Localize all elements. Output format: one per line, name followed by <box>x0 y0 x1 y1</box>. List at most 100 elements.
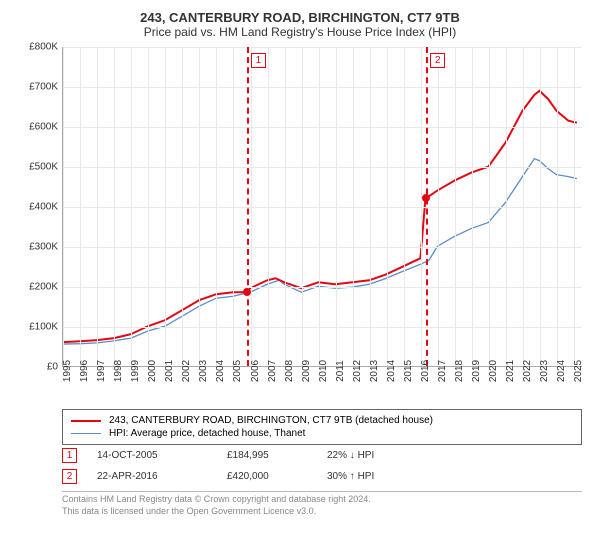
v-gridline <box>353 47 354 366</box>
x-tick-label: 2024 <box>556 360 567 382</box>
v-gridline <box>438 47 439 366</box>
v-gridline <box>319 47 320 366</box>
sale-price: £420,000 <box>227 471 327 482</box>
sale-row: 1 14-OCT-2005£184,99522% ↓ HPI <box>62 445 582 466</box>
copyright-line-1: Contains HM Land Registry data © Crown c… <box>62 494 582 506</box>
v-gridline <box>285 47 286 366</box>
x-tick-label: 2009 <box>301 360 312 382</box>
v-gridline <box>199 47 200 366</box>
series-line-property <box>63 91 577 342</box>
x-tick-label: 2015 <box>403 360 414 382</box>
v-gridline <box>557 47 558 366</box>
v-gridline <box>540 47 541 366</box>
x-tick-label: 2003 <box>198 360 209 382</box>
y-tick-label: £100K <box>29 322 58 333</box>
x-tick-label: 1997 <box>96 360 107 382</box>
h-gridline <box>63 327 582 328</box>
sale-diff: 22% ↓ HPI <box>327 450 447 461</box>
y-tick-label: £700K <box>29 82 58 93</box>
legend-swatch <box>71 433 101 434</box>
y-tick-label: £600K <box>29 122 58 133</box>
x-tick-label: 2012 <box>352 360 363 382</box>
x-tick-label: 2020 <box>488 360 499 382</box>
sale-diff: 30% ↑ HPI <box>327 471 447 482</box>
x-tick-label: 2014 <box>386 360 397 382</box>
sale-point-marker <box>422 194 430 202</box>
chart-title: 243, CANTERBURY ROAD, BIRCHINGTON, CT7 9… <box>12 10 588 25</box>
v-gridline <box>370 47 371 366</box>
y-tick-label: £400K <box>29 202 58 213</box>
v-gridline <box>148 47 149 366</box>
reference-line <box>426 47 428 366</box>
v-gridline <box>472 47 473 366</box>
v-gridline <box>131 47 132 366</box>
sale-marker-box: 1 <box>62 448 77 463</box>
x-tick-label: 2005 <box>232 360 243 382</box>
v-gridline <box>114 47 115 366</box>
h-gridline <box>63 87 582 88</box>
x-tick-label: 2002 <box>181 360 192 382</box>
chart-subtitle: Price paid vs. HM Land Registry's House … <box>12 25 588 39</box>
x-tick-label: 2000 <box>147 360 158 382</box>
v-gridline <box>302 47 303 366</box>
v-gridline <box>165 47 166 366</box>
reference-line <box>247 47 249 366</box>
y-axis: £0£100K£200K£300K£400K£500K£600K£700K£80… <box>20 47 62 367</box>
sale-date: 14-OCT-2005 <box>97 450 227 461</box>
series-line-hpi <box>63 159 577 344</box>
x-tick-label: 2001 <box>164 360 175 382</box>
x-tick-label: 2019 <box>471 360 482 382</box>
v-gridline <box>489 47 490 366</box>
y-tick-label: £800K <box>29 42 58 53</box>
reference-marker: 1 <box>251 53 266 68</box>
legend-box: 243, CANTERBURY ROAD, BIRCHINGTON, CT7 9… <box>62 409 582 445</box>
y-tick-label: £300K <box>29 242 58 253</box>
legend-row: 243, CANTERBURY ROAD, BIRCHINGTON, CT7 9… <box>71 414 573 427</box>
x-tick-label: 2023 <box>539 360 550 382</box>
v-gridline <box>63 47 64 366</box>
v-gridline <box>97 47 98 366</box>
x-tick-label: 2013 <box>369 360 380 382</box>
v-gridline <box>336 47 337 366</box>
v-gridline <box>251 47 252 366</box>
y-tick-label: £200K <box>29 282 58 293</box>
v-gridline <box>216 47 217 366</box>
chart-inner: 12 <box>62 47 582 367</box>
y-tick-label: £500K <box>29 162 58 173</box>
h-gridline <box>63 47 582 48</box>
x-axis: 1995199619971998199920002001200220032004… <box>62 367 582 407</box>
reference-marker: 2 <box>430 53 445 68</box>
v-gridline <box>233 47 234 366</box>
h-gridline <box>63 127 582 128</box>
legend-label: HPI: Average price, detached house, Than… <box>109 428 305 439</box>
sale-point-marker <box>243 288 251 296</box>
x-tick-label: 2006 <box>250 360 261 382</box>
sale-date: 22-APR-2016 <box>97 471 227 482</box>
divider <box>62 491 582 492</box>
copyright-block: Contains HM Land Registry data © Crown c… <box>62 494 582 517</box>
x-tick-label: 2004 <box>215 360 226 382</box>
sale-price: £184,995 <box>227 450 327 461</box>
v-gridline <box>506 47 507 366</box>
x-tick-label: 1999 <box>130 360 141 382</box>
x-tick-label: 2025 <box>573 360 584 382</box>
plot-area: £0£100K£200K£300K£400K£500K£600K£700K£80… <box>20 47 590 407</box>
h-gridline <box>63 207 582 208</box>
x-tick-label: 2022 <box>522 360 533 382</box>
sale-row: 2 22-APR-2016£420,00030% ↑ HPI <box>62 466 582 487</box>
copyright-line-2: This data is licensed under the Open Gov… <box>62 506 582 518</box>
v-gridline <box>574 47 575 366</box>
v-gridline <box>404 47 405 366</box>
v-gridline <box>455 47 456 366</box>
v-gridline <box>421 47 422 366</box>
v-gridline <box>80 47 81 366</box>
x-tick-label: 2016 <box>420 360 431 382</box>
x-tick-label: 2021 <box>505 360 516 382</box>
legend-swatch <box>71 420 101 422</box>
v-gridline <box>182 47 183 366</box>
x-tick-label: 2017 <box>437 360 448 382</box>
x-tick-label: 2010 <box>318 360 329 382</box>
sale-marker-box: 2 <box>62 469 77 484</box>
h-gridline <box>63 287 582 288</box>
x-tick-label: 2018 <box>454 360 465 382</box>
